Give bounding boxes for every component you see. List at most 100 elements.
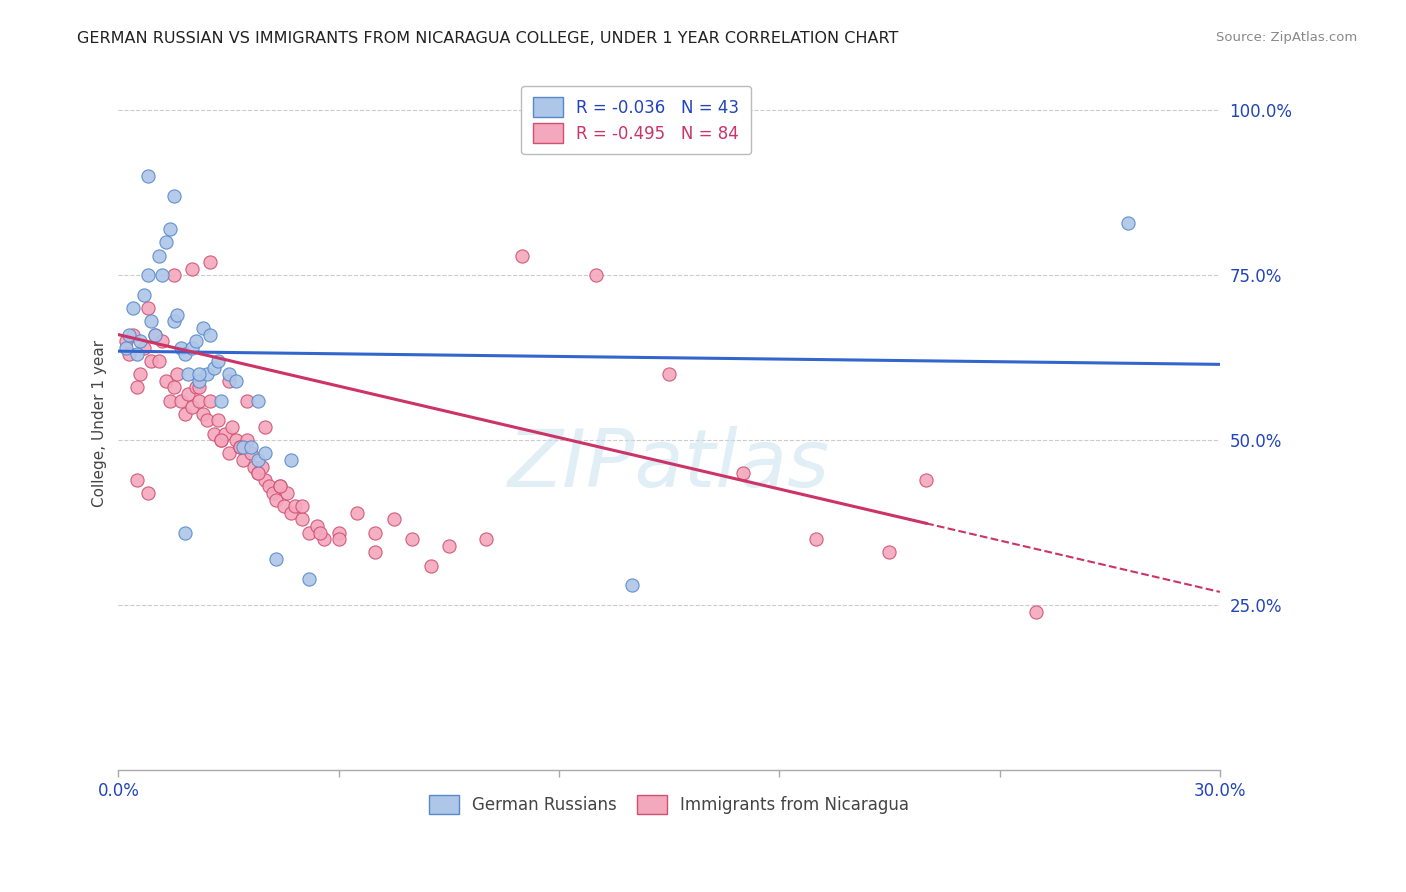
Point [141, 354, 163, 368]
Point [200, 327, 222, 342]
Point [136, 301, 159, 316]
Point [180, 261, 202, 276]
Point [207, 413, 229, 427]
Point [254, 446, 277, 460]
Point [134, 341, 156, 355]
Point [114, 341, 136, 355]
Point [188, 393, 211, 408]
Point [262, 486, 284, 500]
Point [298, 525, 321, 540]
Point [364, 525, 387, 540]
Point [180, 401, 202, 415]
Text: Source: ZipAtlas.com: Source: ZipAtlas.com [1216, 31, 1357, 45]
Point [312, 532, 335, 546]
Point [228, 440, 250, 454]
Point [195, 368, 218, 382]
Point [257, 479, 280, 493]
Point [401, 532, 423, 546]
Point [118, 327, 141, 342]
Point [114, 334, 136, 349]
Legend: German Russians, Immigrants from Nicaragua: German Russians, Immigrants from Nicarag… [419, 785, 920, 824]
Point [218, 368, 240, 382]
Point [166, 368, 188, 382]
Point [804, 532, 827, 546]
Point [221, 420, 243, 434]
Point [200, 255, 222, 269]
Point [280, 453, 302, 467]
Point [246, 466, 269, 480]
Point [202, 360, 225, 375]
Point [173, 407, 195, 421]
Point [419, 558, 441, 573]
Point [136, 486, 159, 500]
Point [177, 368, 200, 382]
Point [225, 434, 247, 448]
Point [915, 473, 938, 487]
Point [328, 525, 350, 540]
Point [170, 393, 193, 408]
Point [1116, 215, 1139, 229]
Point [129, 334, 152, 349]
Point [246, 466, 269, 480]
Point [239, 446, 262, 460]
Point [510, 248, 533, 262]
Point [173, 347, 195, 361]
Point [188, 374, 211, 388]
Point [162, 314, 184, 328]
Point [276, 486, 298, 500]
Point [236, 393, 259, 408]
Point [291, 512, 314, 526]
Y-axis label: College, Under 1 year: College, Under 1 year [93, 340, 107, 508]
Point [246, 393, 269, 408]
Point [184, 380, 207, 394]
Point [291, 499, 314, 513]
Point [1025, 605, 1047, 619]
Text: GERMAN RUSSIAN VS IMMIGRANTS FROM NICARAGUA COLLEGE, UNDER 1 YEAR CORRELATION CH: GERMAN RUSSIAN VS IMMIGRANTS FROM NICARA… [77, 31, 898, 46]
Point [162, 268, 184, 283]
Point [298, 572, 321, 586]
Point [191, 321, 214, 335]
Text: ZIPatlas: ZIPatlas [508, 426, 830, 504]
Point [166, 308, 188, 322]
Point [382, 512, 405, 526]
Point [328, 532, 350, 546]
Point [207, 354, 229, 368]
Point [200, 393, 222, 408]
Point [143, 327, 166, 342]
Point [143, 327, 166, 342]
Point [191, 407, 214, 421]
Point [188, 380, 211, 394]
Point [225, 374, 247, 388]
Point [155, 235, 177, 250]
Point [280, 506, 302, 520]
Point [134, 288, 156, 302]
Point [136, 268, 159, 283]
Point [170, 341, 193, 355]
Point [122, 327, 145, 342]
Point [118, 347, 141, 361]
Point [658, 368, 681, 382]
Point [125, 473, 148, 487]
Point [731, 466, 754, 480]
Point [346, 506, 368, 520]
Point [129, 368, 152, 382]
Point [239, 440, 262, 454]
Point [155, 374, 177, 388]
Point [269, 479, 291, 493]
Point [148, 354, 170, 368]
Point [266, 552, 288, 566]
Point [266, 492, 288, 507]
Point [284, 499, 307, 513]
Point [232, 440, 254, 454]
Point [228, 440, 250, 454]
Point [152, 268, 174, 283]
Point [122, 301, 145, 316]
Point [173, 525, 195, 540]
Point [218, 374, 240, 388]
Point [437, 539, 460, 553]
Point [879, 545, 901, 559]
Point [232, 453, 254, 467]
Point [621, 578, 644, 592]
Point [246, 453, 269, 467]
Point [188, 368, 211, 382]
